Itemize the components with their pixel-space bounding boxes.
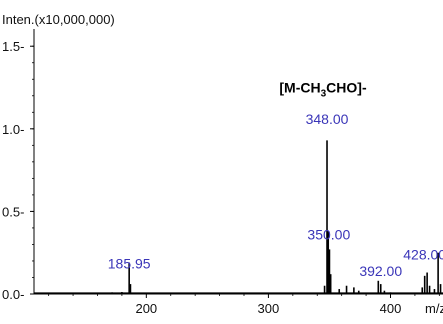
x-tick-label: 200 [135,301,157,316]
y-tick-label: 1.0- [2,122,24,137]
y-tick-label: 0.5- [2,204,24,219]
peak-series [34,140,443,294]
y-axis-label: Inten.(x10,000,000) [2,12,115,27]
peak-label: 348.00 [306,111,349,127]
peak-label: 392.00 [359,263,402,279]
fragment-annotation: [M-CH3CHO]- [279,79,367,99]
x-tick-label: 400 [380,301,402,316]
x-axis-label: m/z [425,301,443,316]
annotation-pre: [M-CH [279,79,320,95]
annotation-post: CHO]- [326,79,367,95]
axes: 0.0- 0.5- 1.0- 1.5- 200 300 400 [2,29,443,316]
x-tick-label: 300 [258,301,280,316]
peak-label: 350.00 [307,226,350,242]
y-tick-label: 0.0- [2,287,24,302]
peak-label: 428.00 [403,246,443,262]
y-tick-label: 1.5- [2,39,24,54]
peak-label: 185.95 [108,255,151,271]
annotation-subscript: 3 [321,88,327,99]
